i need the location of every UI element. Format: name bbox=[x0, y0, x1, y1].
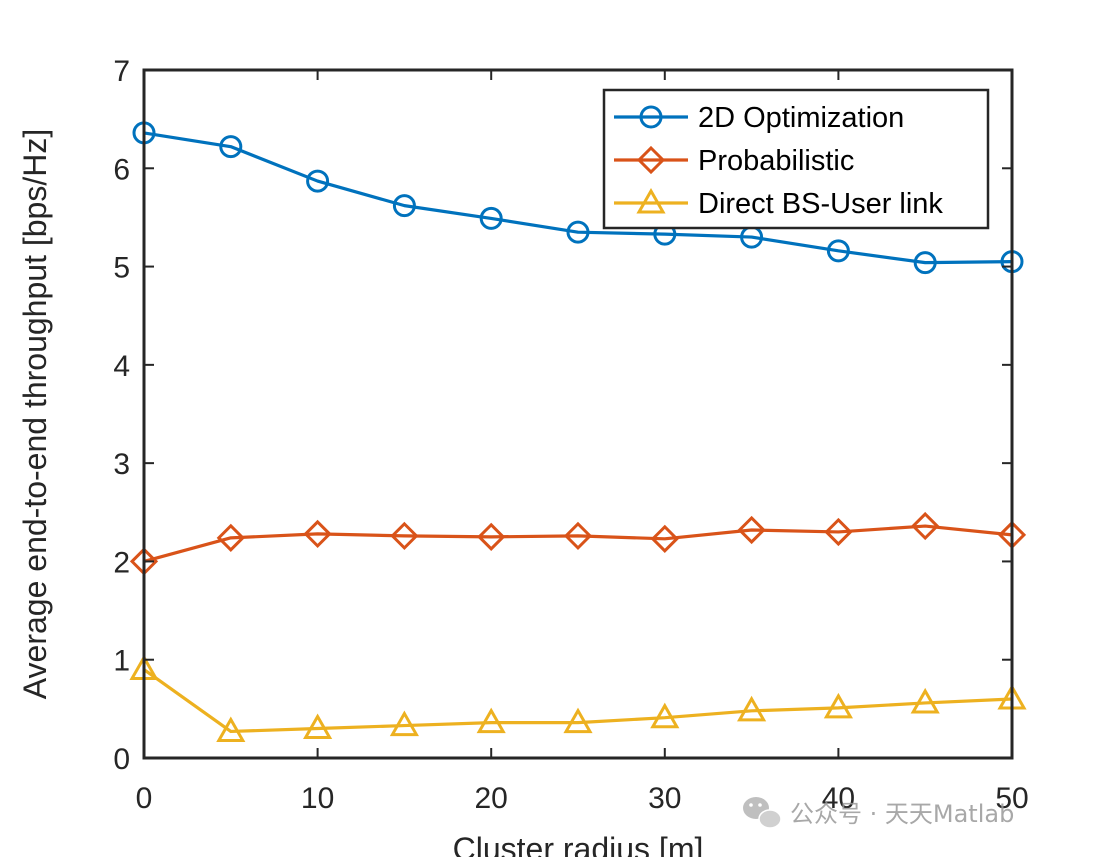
legend-label: 2D Optimization bbox=[698, 102, 904, 134]
x-tick-label: 50 bbox=[995, 782, 1028, 815]
data-point bbox=[911, 511, 940, 541]
series-line bbox=[143, 131, 1013, 265]
data-point bbox=[219, 135, 243, 159]
data-point bbox=[563, 707, 593, 734]
series-line bbox=[143, 668, 1013, 734]
data-point bbox=[823, 692, 853, 719]
series-2 bbox=[129, 511, 1027, 576]
data-point bbox=[389, 710, 419, 737]
watermark: 公众号 · 天天Matlab bbox=[743, 797, 1014, 829]
legend-label: Probabilistic bbox=[698, 145, 854, 177]
data-point bbox=[303, 713, 333, 740]
data-point bbox=[910, 687, 940, 714]
series-1 bbox=[132, 121, 1024, 275]
y-tick-label: 5 bbox=[113, 252, 130, 285]
data-point bbox=[913, 251, 937, 275]
data-point bbox=[650, 524, 679, 553]
legend-entry: 2D Optimization bbox=[614, 102, 904, 134]
legend-marker bbox=[636, 187, 666, 214]
legend-marker bbox=[636, 145, 666, 175]
y-tick-label: 7 bbox=[113, 55, 130, 88]
series-line bbox=[143, 524, 1013, 563]
x-tick-label: 40 bbox=[822, 782, 855, 815]
data-point bbox=[737, 695, 767, 722]
data-point bbox=[306, 169, 330, 193]
data-point bbox=[563, 521, 593, 550]
watermark-text: 公众号 · 天天Matlab bbox=[790, 800, 1014, 828]
data-point bbox=[479, 206, 503, 230]
y-tick-label: 4 bbox=[113, 350, 130, 383]
data-point bbox=[477, 522, 506, 551]
x-tick-label: 0 bbox=[136, 782, 153, 815]
x-axis-title: Cluster radius [m] bbox=[453, 831, 704, 857]
legend-marker bbox=[639, 105, 663, 129]
y-tick-label: 6 bbox=[113, 153, 130, 186]
x-tick-label: 30 bbox=[648, 782, 681, 815]
legend-entry: Probabilistic bbox=[614, 145, 854, 177]
data-point bbox=[826, 239, 850, 263]
y-axis-title: Average end-to-end throughput [bps/Hz] bbox=[17, 129, 53, 699]
x-tick-label: 20 bbox=[475, 782, 508, 815]
y-tick-label: 2 bbox=[113, 546, 130, 579]
x-tick-label: 10 bbox=[301, 782, 334, 815]
legend-label: Direct BS-User link bbox=[698, 188, 943, 220]
y-tick-label: 0 bbox=[113, 743, 130, 776]
data-point bbox=[650, 702, 680, 729]
y-tick-label: 1 bbox=[113, 645, 130, 678]
axes-frame bbox=[142, 68, 1014, 760]
data-point bbox=[392, 194, 416, 218]
series-layer bbox=[129, 121, 1027, 742]
tick-label-layer: 0 10 20 30 40 50 0 1 2 3 4 5 6 7 bbox=[113, 55, 1028, 815]
data-point bbox=[216, 716, 246, 742]
wechat-icon bbox=[743, 797, 782, 829]
data-point bbox=[476, 707, 506, 734]
legend-entry: Direct BS-User link bbox=[614, 187, 943, 220]
data-point bbox=[216, 523, 245, 552]
axes-layer bbox=[142, 68, 1014, 760]
data-point bbox=[737, 515, 766, 545]
data-point bbox=[303, 519, 332, 549]
data-point bbox=[390, 521, 419, 550]
data-point bbox=[566, 220, 590, 244]
data-point bbox=[824, 517, 853, 547]
y-tick-label: 3 bbox=[113, 448, 130, 481]
legend: 2D Optimization Probabilistic Direct BS-Us… bbox=[602, 88, 990, 230]
